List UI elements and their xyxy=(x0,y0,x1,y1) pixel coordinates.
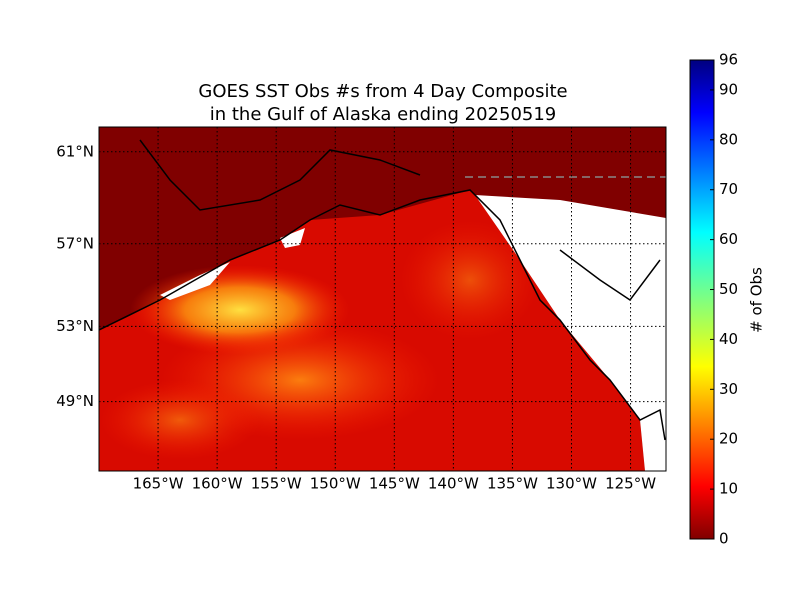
lon-tick-label: 155°W xyxy=(251,475,302,493)
map-frame xyxy=(98,126,667,472)
graticule xyxy=(99,127,666,471)
colorbar-tick-label: 70 xyxy=(719,180,738,198)
colorbar-tick-label: 50 xyxy=(719,280,738,298)
land xyxy=(160,228,305,300)
colorbar-tick-label: 60 xyxy=(719,230,738,248)
colorbar-tick-label: 40 xyxy=(719,330,738,348)
lon-tick-label: 140°W xyxy=(428,475,479,493)
map-field xyxy=(99,127,666,471)
title-line: in the Gulf of Alaska ending 20250519 xyxy=(210,104,557,125)
colorbar xyxy=(689,59,715,540)
colorbar-tick-label: 20 xyxy=(719,430,738,448)
lat-tick-label: 53°N xyxy=(56,317,94,335)
colorbar-label: # of Obs xyxy=(748,267,766,333)
lat-tick-label: 57°N xyxy=(56,234,94,252)
lon-tick-label: 160°W xyxy=(192,475,243,493)
colorbar-tick-label: 80 xyxy=(719,130,738,148)
lat-tick-label: 61°N xyxy=(56,142,94,160)
high-obs xyxy=(100,380,260,460)
colorbar-tick-label: 10 xyxy=(719,480,738,498)
lon-tick-label: 145°W xyxy=(369,475,420,493)
colorbar-tick-label: 96 xyxy=(719,51,738,69)
title-line: GOES SST Obs #s from 4 Day Composite xyxy=(198,81,567,102)
colorbar-tick-label: 90 xyxy=(719,80,738,98)
lon-tick-label: 150°W xyxy=(310,475,361,493)
lon-tick-label: 125°W xyxy=(605,475,656,493)
colorbar-tick-label: 0 xyxy=(719,530,729,548)
colorbar-tick-label: 30 xyxy=(719,380,738,398)
lon-tick-label: 130°W xyxy=(546,475,597,493)
lat-tick-label: 49°N xyxy=(56,392,94,410)
high-obs xyxy=(400,220,540,340)
lon-tick-label: 165°W xyxy=(133,475,184,493)
lon-tick-label: 135°W xyxy=(487,475,538,493)
